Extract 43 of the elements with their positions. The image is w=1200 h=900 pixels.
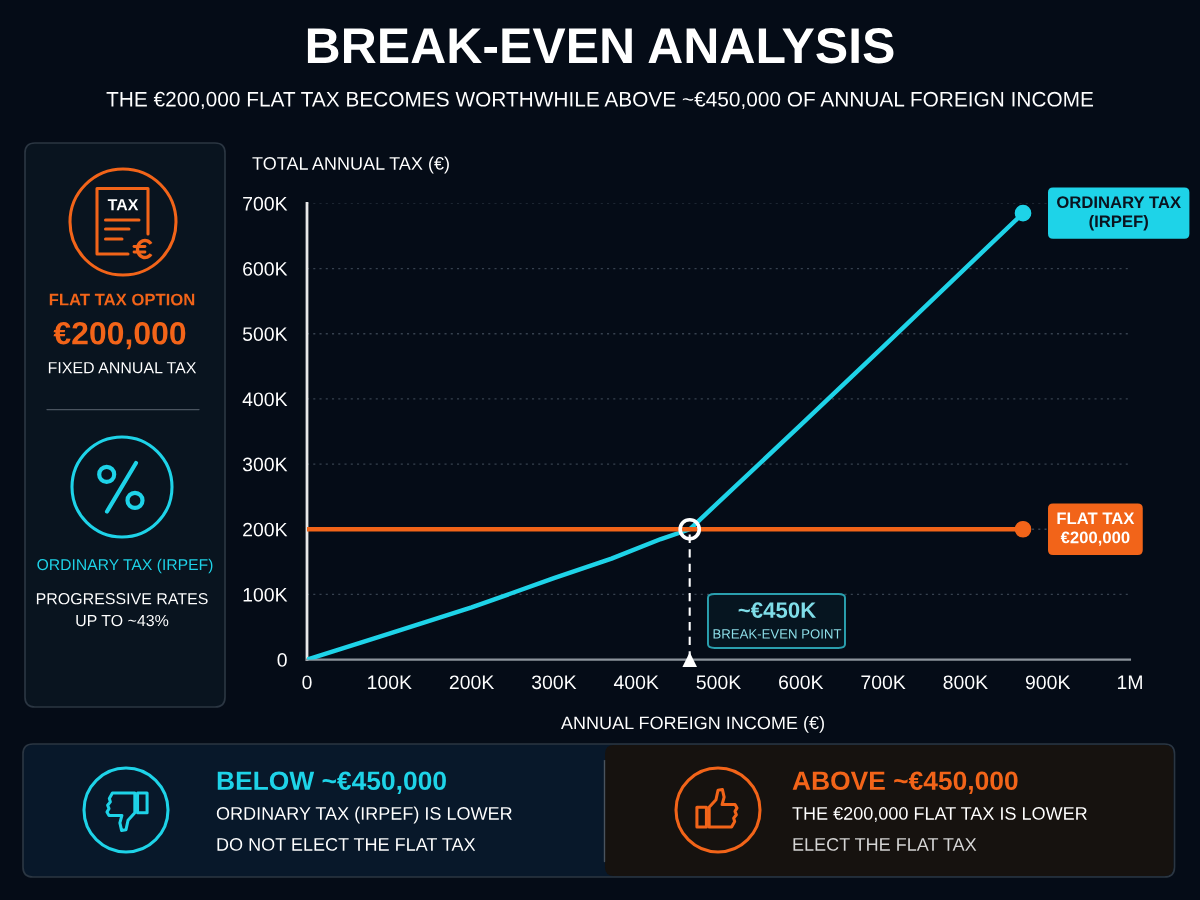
series-label: FLAT TAX €200,000 — [1057, 512, 1135, 546]
text: ORDINARY TAX (IRPEF) IS LOWER — [216, 806, 512, 824]
text: ELECT THE FLAT TAX — [793, 838, 977, 851]
y-tick-label: 400K — [242, 392, 288, 407]
text: THE €200,000 FLAT TAX IS LOWER — [792, 807, 1087, 822]
text: FLAT TAX OPTION — [49, 293, 195, 306]
x-tick-label: 800K — [943, 675, 988, 690]
y-tick-label: 700K — [243, 196, 288, 211]
x-tick-label: 100K — [368, 675, 412, 690]
x-tick-label: 200K — [449, 675, 495, 690]
text: €200,000 — [53, 321, 186, 350]
y-tick-label: 100K — [243, 587, 288, 602]
text: ABOVE ~€450,000 — [792, 771, 1018, 794]
point — [1014, 520, 1032, 538]
text: TAX — [107, 199, 139, 211]
x-tick-label: 500K — [696, 675, 741, 690]
chart-subtitle: THE €200,000 FLAT TAX BECOMES WORTHWHILE ABOVE ~€450,000 OF ANNUAL FOREIGN INCOME — [106, 91, 1094, 110]
series-label: ORDINARY TAX (IRPEF) — [1057, 196, 1181, 231]
x-tick-label: 600K — [779, 675, 824, 690]
text: FIXED ANNUAL TAX — [48, 362, 197, 374]
x-tick-label: 700K — [861, 675, 906, 690]
text: PROGRESSIVE RATES UP TO ~43% — [36, 593, 208, 627]
text: BELOW ~€450,000 — [217, 771, 446, 794]
x-tick-label: 300K — [531, 675, 577, 690]
x-tick-label: 0 — [302, 675, 312, 690]
y-tick-label: 200K — [243, 522, 288, 537]
y-tick-label: 0 — [277, 653, 287, 667]
y-tick-label: 300K — [242, 457, 288, 472]
text: ORDINARY TAX (IRPEF) — [37, 558, 213, 574]
y-axis-title: TOTAL ANNUAL TAX (€) — [252, 156, 449, 174]
x-axis-title: ANNUAL FOREIGN INCOME (€) — [560, 716, 824, 733]
point — [682, 652, 697, 667]
chart-title: BREAK-EVEN ANALYSIS — [307, 28, 894, 64]
x-tick-label: 1M — [1117, 675, 1142, 689]
annotation: ~€450K — [738, 602, 817, 618]
x-tick-label: 400K — [613, 675, 659, 690]
point — [1014, 204, 1032, 222]
x-tick-label: 900K — [1025, 675, 1071, 690]
y-tick-label: 600K — [243, 262, 288, 276]
point — [678, 517, 702, 541]
text: DO NOT ELECT THE FLAT TAX — [217, 838, 476, 851]
annotation: BREAK-EVEN POINT — [713, 629, 842, 639]
y-tick-label: 500K — [242, 327, 288, 341]
